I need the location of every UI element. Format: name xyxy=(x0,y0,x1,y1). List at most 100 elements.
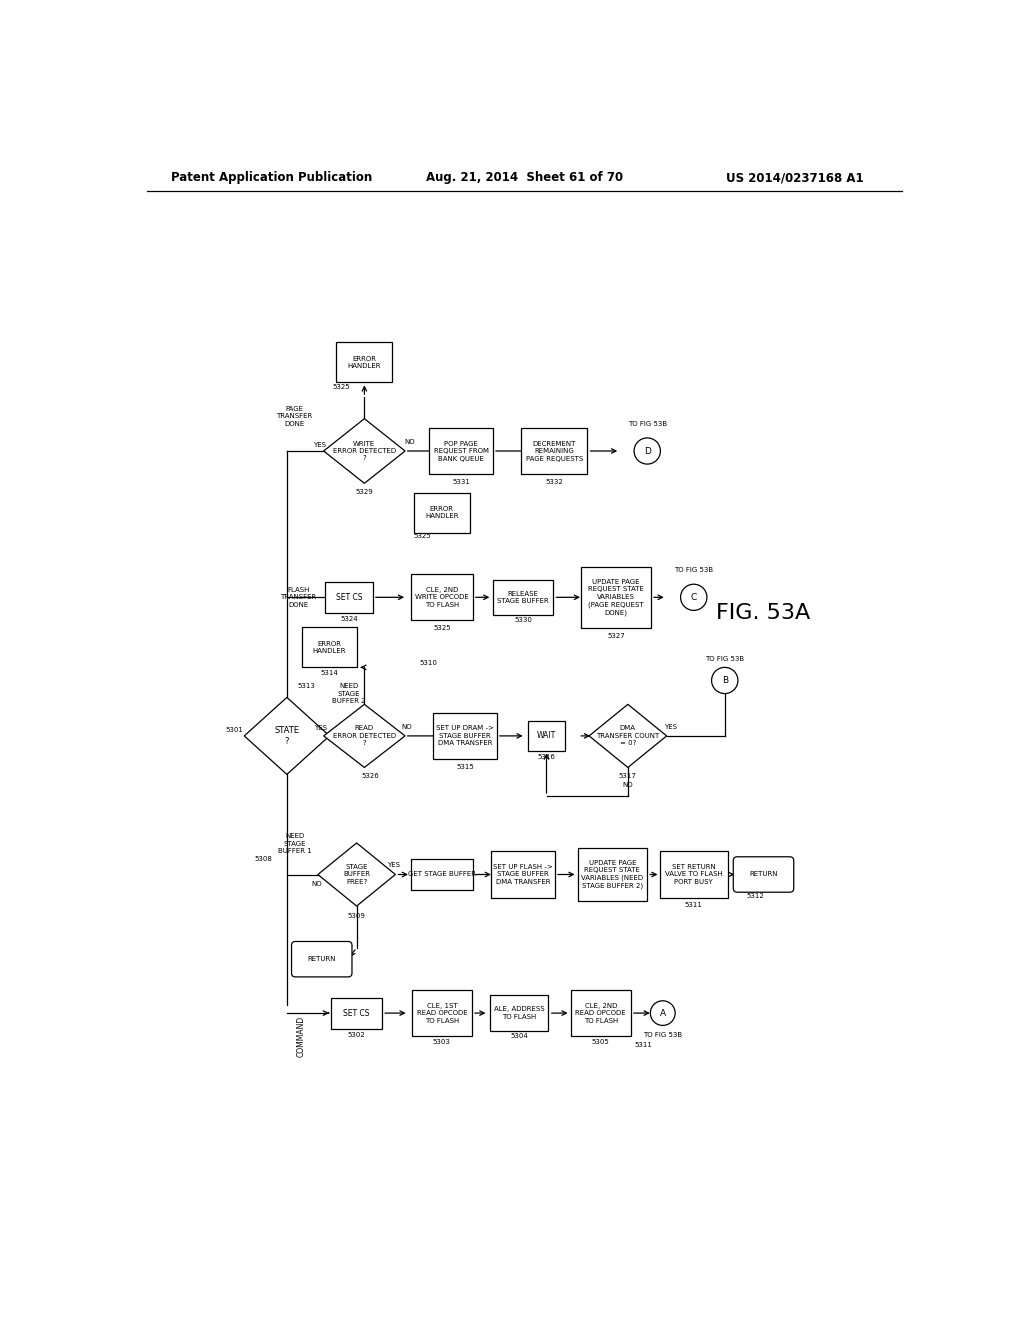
FancyBboxPatch shape xyxy=(582,566,651,628)
Text: YES: YES xyxy=(314,725,328,731)
FancyBboxPatch shape xyxy=(490,995,549,1031)
Text: 5315: 5315 xyxy=(457,764,474,770)
Text: YES: YES xyxy=(664,723,677,730)
Text: 5325: 5325 xyxy=(414,533,431,539)
FancyBboxPatch shape xyxy=(325,582,373,612)
Text: US 2014/0237168 A1: US 2014/0237168 A1 xyxy=(726,172,863,185)
Text: NO: NO xyxy=(311,880,322,887)
Text: D: D xyxy=(644,446,650,455)
FancyBboxPatch shape xyxy=(302,627,357,668)
FancyBboxPatch shape xyxy=(733,857,794,892)
Text: 5308: 5308 xyxy=(255,857,272,862)
Text: SET CS: SET CS xyxy=(336,593,362,602)
Text: 5303: 5303 xyxy=(433,1039,451,1045)
Text: ERROR
HANDLER: ERROR HANDLER xyxy=(425,506,459,519)
Text: ERROR
HANDLER: ERROR HANDLER xyxy=(312,640,346,655)
Text: 5313: 5313 xyxy=(297,682,315,689)
Text: WRITE
ERROR DETECTED
?: WRITE ERROR DETECTED ? xyxy=(333,441,396,462)
Polygon shape xyxy=(317,843,395,906)
FancyBboxPatch shape xyxy=(578,847,647,902)
FancyBboxPatch shape xyxy=(411,574,473,620)
Text: NEED
STAGE
BUFFER 2: NEED STAGE BUFFER 2 xyxy=(332,682,366,704)
FancyBboxPatch shape xyxy=(492,851,555,898)
Circle shape xyxy=(650,1001,675,1026)
Circle shape xyxy=(712,668,738,693)
Text: 5316: 5316 xyxy=(538,755,555,760)
Text: 5325: 5325 xyxy=(333,384,350,391)
Text: 5304: 5304 xyxy=(511,1034,528,1039)
Text: B: B xyxy=(722,676,728,685)
Text: 5330: 5330 xyxy=(514,618,532,623)
Polygon shape xyxy=(324,705,406,767)
Circle shape xyxy=(634,438,660,465)
Text: ALE, ADDRESS
TO FLASH: ALE, ADDRESS TO FLASH xyxy=(494,1006,545,1020)
Circle shape xyxy=(681,585,707,610)
FancyBboxPatch shape xyxy=(337,342,392,383)
Text: DMA
TRANSFER COUNT
= 0?: DMA TRANSFER COUNT = 0? xyxy=(596,726,659,746)
Text: UPDATE PAGE
REQUEST STATE
VARIABLES
(PAGE REQUEST
DONE): UPDATE PAGE REQUEST STATE VARIABLES (PAG… xyxy=(589,578,644,616)
Text: NEED
STAGE
BUFFER 1: NEED STAGE BUFFER 1 xyxy=(278,833,311,854)
Text: STAGE
BUFFER
FREE?: STAGE BUFFER FREE? xyxy=(343,865,370,884)
FancyBboxPatch shape xyxy=(411,859,473,890)
Text: 5317: 5317 xyxy=(618,774,637,779)
Text: Patent Application Publication: Patent Application Publication xyxy=(171,172,372,185)
Text: CLE, 2ND
WRITE OPCODE
TO FLASH: CLE, 2ND WRITE OPCODE TO FLASH xyxy=(415,587,469,607)
Polygon shape xyxy=(589,705,667,767)
Text: RETURN: RETURN xyxy=(750,871,778,878)
Text: 5314: 5314 xyxy=(321,669,338,676)
Text: ERROR
HANDLER: ERROR HANDLER xyxy=(347,355,381,370)
FancyBboxPatch shape xyxy=(412,990,472,1036)
Text: WAIT: WAIT xyxy=(537,731,556,741)
Text: 5325: 5325 xyxy=(433,626,451,631)
Text: 5311: 5311 xyxy=(635,1043,652,1048)
Text: READ
ERROR DETECTED
?: READ ERROR DETECTED ? xyxy=(333,726,396,746)
Text: 5331: 5331 xyxy=(453,479,470,484)
Text: YES: YES xyxy=(313,442,326,447)
FancyBboxPatch shape xyxy=(433,713,497,759)
Text: NO: NO xyxy=(401,723,413,730)
Text: TO FIG 53B: TO FIG 53B xyxy=(643,1032,682,1038)
FancyBboxPatch shape xyxy=(332,998,382,1028)
Text: 5326: 5326 xyxy=(361,774,380,779)
FancyBboxPatch shape xyxy=(659,851,728,898)
Text: 5311: 5311 xyxy=(685,903,702,908)
Text: 5302: 5302 xyxy=(348,1032,366,1038)
Text: SET UP DRAM ->
STAGE BUFFER
DMA TRANSFER: SET UP DRAM -> STAGE BUFFER DMA TRANSFER xyxy=(436,726,494,746)
Text: C: C xyxy=(690,593,697,602)
Text: YES: YES xyxy=(387,862,400,869)
Text: NO: NO xyxy=(334,862,345,869)
Text: 5312: 5312 xyxy=(746,894,765,899)
Text: SET CS: SET CS xyxy=(343,1008,370,1018)
Text: TO FIG 53B: TO FIG 53B xyxy=(674,568,714,573)
Text: CLE, 1ST
READ OPCODE
TO FLASH: CLE, 1ST READ OPCODE TO FLASH xyxy=(417,1003,467,1023)
Text: COMMAND: COMMAND xyxy=(296,1015,305,1057)
FancyBboxPatch shape xyxy=(528,721,565,751)
Text: PAGE
TRANSFER
DONE: PAGE TRANSFER DONE xyxy=(276,405,312,426)
Text: FLASH
TRANSFER
DONE: FLASH TRANSFER DONE xyxy=(281,587,316,607)
Text: STATE
?: STATE ? xyxy=(274,726,299,746)
Polygon shape xyxy=(324,418,406,483)
FancyBboxPatch shape xyxy=(292,941,352,977)
Text: RELEASE
STAGE BUFFER: RELEASE STAGE BUFFER xyxy=(498,590,549,605)
Text: POP PAGE
REQUEST FROM
BANK QUEUE: POP PAGE REQUEST FROM BANK QUEUE xyxy=(434,441,488,462)
FancyBboxPatch shape xyxy=(570,990,631,1036)
Text: SET UP FLASH ->
STAGE BUFFER
DMA TRANSFER: SET UP FLASH -> STAGE BUFFER DMA TRANSFE… xyxy=(494,865,553,884)
Text: 5324: 5324 xyxy=(340,616,357,622)
Text: Aug. 21, 2014  Sheet 61 of 70: Aug. 21, 2014 Sheet 61 of 70 xyxy=(426,172,624,185)
Text: UPDATE PAGE
REQUEST STATE
VARIABLES (NEED
STAGE BUFFER 2): UPDATE PAGE REQUEST STATE VARIABLES (NEE… xyxy=(582,859,643,890)
FancyBboxPatch shape xyxy=(429,428,493,474)
FancyBboxPatch shape xyxy=(521,428,587,474)
Text: FIG. 53A: FIG. 53A xyxy=(717,603,811,623)
Text: 5329: 5329 xyxy=(355,488,374,495)
FancyBboxPatch shape xyxy=(414,492,470,533)
Text: 5309: 5309 xyxy=(348,913,366,919)
Text: 5327: 5327 xyxy=(607,632,625,639)
Text: CLE, 2ND
READ OPCODE
TO FLASH: CLE, 2ND READ OPCODE TO FLASH xyxy=(575,1003,626,1023)
Text: SET RETURN
VALVE TO FLASH
PORT BUSY: SET RETURN VALVE TO FLASH PORT BUSY xyxy=(665,865,723,884)
Text: 5310: 5310 xyxy=(419,660,437,665)
Text: A: A xyxy=(659,1008,666,1018)
Text: TO FIG 53B: TO FIG 53B xyxy=(706,656,744,661)
Text: 5301: 5301 xyxy=(225,727,243,733)
Text: GET STAGE BUFFER: GET STAGE BUFFER xyxy=(408,871,476,878)
FancyBboxPatch shape xyxy=(493,579,554,615)
